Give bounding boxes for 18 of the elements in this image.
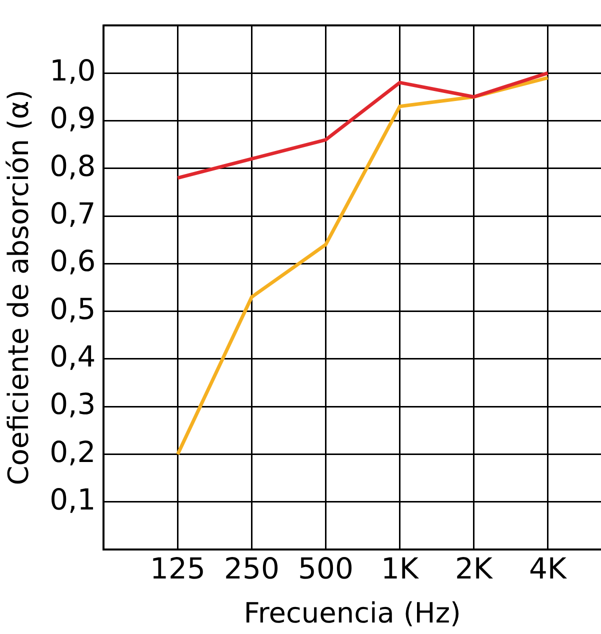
y-tick-label: 0,4 [50, 340, 96, 374]
y-tick-label: 1,0 [50, 54, 96, 88]
x-axis-title: Frecuencia (Hz) [244, 596, 461, 630]
y-tick-label: 0,5 [50, 292, 96, 326]
y-tick-label: 0,9 [50, 101, 96, 136]
y-tick-label: 0,3 [50, 387, 96, 422]
x-tick-label: 500 [298, 552, 354, 586]
y-tick-label: 0,2 [50, 434, 96, 469]
x-tick-label: 250 [224, 552, 280, 586]
y-tick-label: 0,6 [50, 244, 96, 278]
y-axis-title: Coeficiente de absorción (α) [2, 90, 36, 486]
x-tick-label: 4K [528, 552, 568, 586]
x-tick-label: 2K [454, 552, 494, 586]
x-tick-label: 1K [380, 552, 420, 586]
x-tick-label: 125 [150, 552, 206, 586]
y-tick-label: 0,1 [50, 482, 96, 516]
y-tick-label: 0,8 [50, 148, 96, 183]
y-tick-label: 0,7 [50, 196, 96, 231]
